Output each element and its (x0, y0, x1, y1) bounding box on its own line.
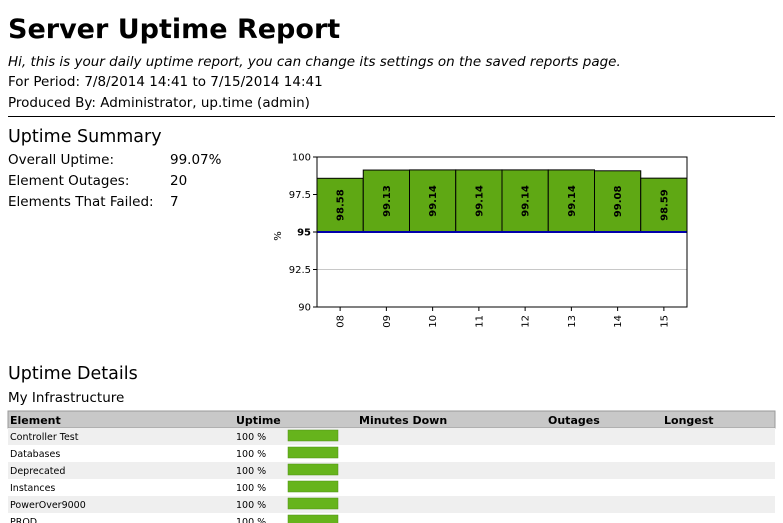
element-name: Controller Test (10, 432, 79, 443)
table-row-bg (8, 513, 775, 523)
uptime-bar (287, 446, 339, 459)
column-header: Minutes Down (359, 414, 447, 427)
element-name: PowerOver9000 (10, 500, 86, 511)
bar-value-label: 99.14 (521, 185, 532, 217)
x-tick-label: 09 (382, 315, 393, 328)
uptime-text: 100 % (236, 517, 266, 523)
summary-label: Element Outages: (8, 173, 129, 189)
x-tick-label: 10 (428, 315, 439, 328)
bar (640, 177, 688, 233)
y-tick-label: 92.5 (289, 265, 311, 276)
plot-border (316, 156, 688, 308)
y-tick-label: 97.5 (289, 190, 311, 201)
element-name: Deprecated (10, 466, 65, 477)
uptime-text: 100 % (236, 449, 266, 460)
uptime-text: 100 % (236, 432, 266, 443)
uptime-bar (287, 514, 339, 523)
x-tick-label: 12 (521, 315, 532, 328)
intro-text: Hi, this is your daily uptime report, yo… (8, 54, 621, 70)
uptime-text: 100 % (236, 466, 266, 477)
bar-value-label: 99.14 (567, 185, 578, 217)
uptime-bar (287, 463, 339, 476)
x-tick-label: 11 (474, 315, 485, 328)
element-name: Databases (10, 449, 60, 460)
y-axis-label: % (273, 231, 284, 241)
y-tick-label: 90 (298, 303, 311, 314)
group-name: My Infrastructure (8, 390, 124, 406)
y-tick-label: 100 (292, 153, 311, 164)
uptime-bar (287, 429, 339, 442)
column-header: Outages (548, 414, 600, 427)
column-header: Uptime (236, 414, 281, 427)
x-tick-label: 08 (336, 315, 347, 328)
bar-value-label: 99.13 (382, 185, 393, 217)
produced-by: Produced By: Administrator, up.time (adm… (8, 95, 310, 111)
summary-value: 7 (170, 194, 179, 210)
bar-value-label: 98.59 (659, 189, 670, 221)
x-tick-label: 13 (567, 315, 578, 328)
uptime-text: 100 % (236, 483, 266, 494)
report-title: Server Uptime Report (8, 14, 340, 45)
summary-label: Elements That Failed: (8, 194, 154, 210)
uptime-bar (287, 497, 339, 510)
summary-value: 20 (170, 173, 187, 189)
bar-value-label: 99.08 (613, 186, 624, 218)
y-tick-label: 95 (297, 228, 311, 239)
table-row-bg (8, 445, 775, 462)
bar-value-label: 99.14 (474, 185, 485, 217)
bar-value-label: 98.58 (336, 189, 347, 221)
element-name: PROD (10, 517, 37, 523)
x-tick-label: 15 (659, 315, 670, 328)
period-text: For Period: 7/8/2014 14:41 to 7/15/2014 … (8, 74, 323, 90)
table-row-bg (8, 428, 775, 445)
summary-value: 99.07% (170, 152, 222, 168)
bar-value-label: 99.14 (428, 185, 439, 217)
column-header: Longest (664, 414, 714, 427)
x-tick-label: 14 (613, 315, 624, 328)
column-header: Element (10, 414, 61, 427)
table-row-bg (8, 479, 775, 496)
uptime-text: 100 % (236, 500, 266, 511)
element-name: Instances (10, 483, 55, 494)
uptime-bar (287, 480, 339, 493)
details-title: Uptime Details (8, 364, 138, 384)
table-row-bg (8, 496, 775, 513)
summary-title: Uptime Summary (8, 127, 162, 147)
table-row-bg (8, 462, 775, 479)
summary-label: Overall Uptime: (8, 152, 114, 168)
